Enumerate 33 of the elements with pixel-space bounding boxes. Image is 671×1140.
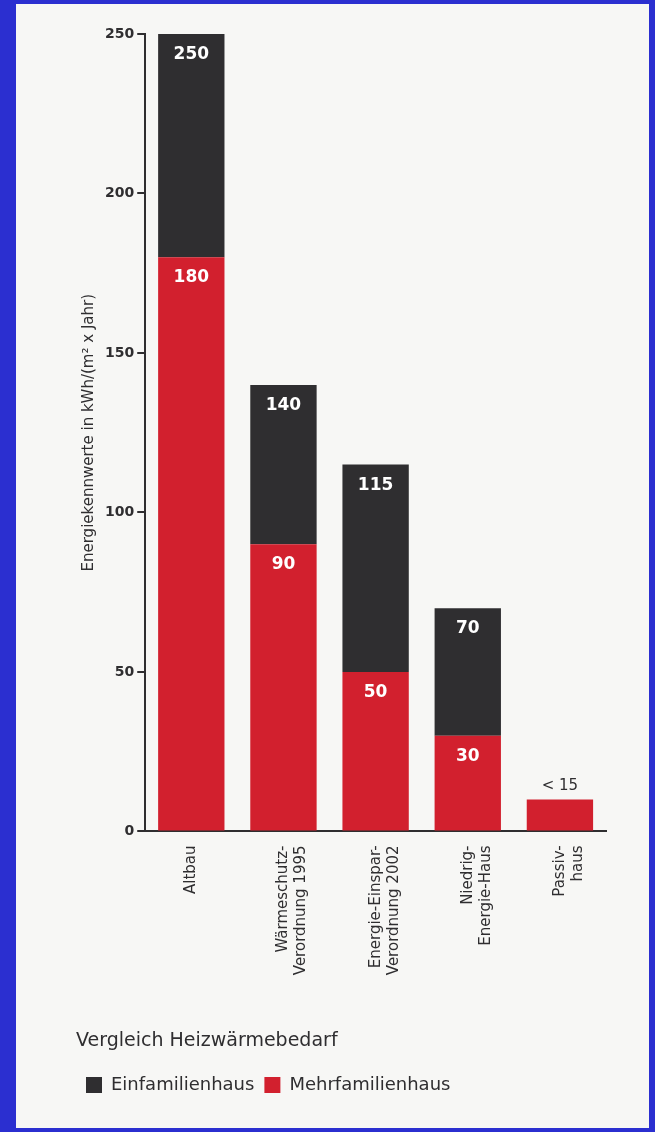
total-label: 140 [265, 393, 302, 414]
y-tick-label: 200 [104, 184, 135, 201]
total-label: 250 [173, 42, 210, 63]
x-tick-label: Energie-Einspar- Verordnung 2002 [365, 845, 402, 976]
x-tick-label: Passiv- haus [549, 845, 586, 897]
bar [526, 799, 594, 831]
y-axis-title: Energiekennwerte in kWh/(m² x Jahr) [78, 293, 97, 572]
x-tick-label: Niedrig- Energie-Haus [457, 845, 494, 946]
data-label: 30 [455, 744, 480, 765]
y-tick-label: 50 [114, 662, 135, 679]
data-label: 50 [363, 680, 388, 701]
y-tick-label: 250 [104, 24, 135, 41]
x-tick-label: Wärmeschutz- Verordnung 1995 [273, 845, 310, 976]
data-label: 90 [271, 553, 296, 574]
bar [342, 671, 409, 831]
text: Vergleich Heizwärmebedarf [76, 1027, 339, 1050]
legend-label: Mehrfamilienhaus [289, 1072, 451, 1094]
total-label: 70 [455, 617, 480, 638]
y-tick-label: 0 [124, 822, 135, 839]
bar [434, 608, 501, 736]
bar [342, 464, 409, 672]
legend-label: Einfamilienhaus [111, 1072, 255, 1094]
bar [434, 735, 501, 831]
bar [158, 257, 225, 831]
total-label: 115 [357, 473, 394, 494]
bar [158, 34, 225, 258]
bar [250, 544, 317, 831]
bar [250, 384, 317, 545]
data-label: 180 [173, 266, 210, 287]
y-tick-label: 100 [104, 503, 135, 520]
total-label: < 15 [541, 775, 579, 794]
y-tick-label: 150 [104, 343, 135, 360]
x-tick-label: Altbau [181, 845, 200, 894]
